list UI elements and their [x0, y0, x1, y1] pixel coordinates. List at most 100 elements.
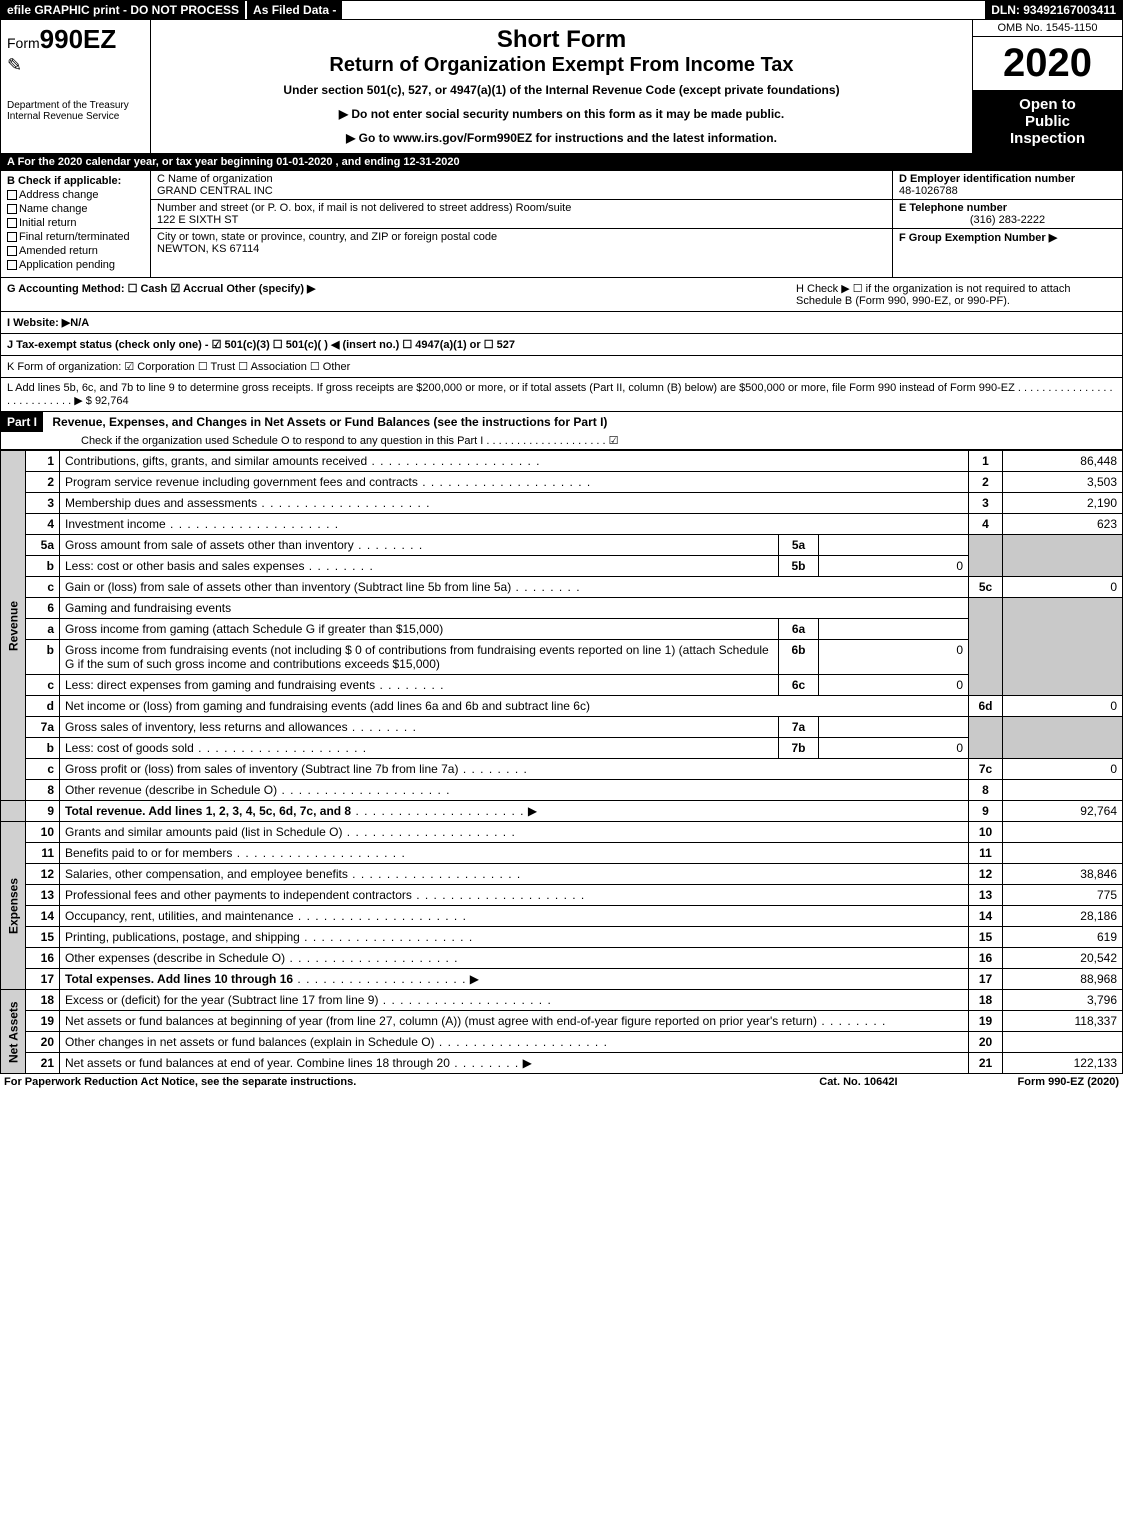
e-phone-block: E Telephone number (316) 283-2222 [893, 200, 1122, 229]
l-desc: L Add lines 5b, 6c, and 7b to line 9 to … [7, 382, 1113, 407]
header-right: OMB No. 1545-1150 2020 Open to Public In… [972, 20, 1122, 153]
footer-right: Form 990-EZ (2020) [1018, 1076, 1119, 1088]
c-addr-block: Number and street (or P. O. box, if mail… [151, 200, 892, 229]
l5c-box: 5c [969, 577, 1003, 598]
l14-amt: 28,186 [1003, 906, 1123, 927]
l7ab-shade [969, 717, 1003, 759]
l9-d: Total revenue. Add lines 1, 2, 3, 4, 5c,… [60, 801, 969, 822]
arrow-note-1: ▶ Do not enter social security numbers o… [157, 107, 966, 121]
sidebar-expenses: Expenses [1, 822, 26, 990]
l6b-d: Gross income from fundraising events (no… [60, 640, 779, 675]
dept-treasury: Department of the Treasury [7, 100, 144, 111]
l16-d: Other expenses (describe in Schedule O) [60, 948, 969, 969]
l5a-n: 5a [26, 535, 60, 556]
form-header: Form990EZ ✎ Department of the Treasury I… [0, 20, 1123, 154]
footer-left: For Paperwork Reduction Act Notice, see … [4, 1076, 819, 1088]
l7c-d: Gross profit or (loss) from sales of inv… [60, 759, 969, 780]
l18-amt: 3,796 [1003, 990, 1123, 1011]
l9-amt: 92,764 [1003, 801, 1123, 822]
l20-d: Other changes in net assets or fund bala… [60, 1032, 969, 1053]
lines-table: Revenue 1 Contributions, gifts, grants, … [0, 450, 1123, 1074]
city-label: City or town, state or province, country… [157, 231, 886, 243]
sidebar-netassets: Net Assets [1, 990, 26, 1074]
l-amount: 92,764 [95, 395, 129, 407]
j-tax-exempt: J Tax-exempt status (check only one) - ☑… [7, 338, 515, 351]
subtitle: Under section 501(c), 527, or 4947(a)(1)… [157, 83, 966, 97]
l11-d: Benefits paid to or for members [60, 843, 969, 864]
sidebar-revenue: Revenue [1, 451, 26, 801]
g-accounting: G Accounting Method: ☐ Cash ☑ Accrual Ot… [7, 282, 316, 307]
l6-shade [969, 598, 1003, 696]
l12-box: 12 [969, 864, 1003, 885]
top-bar: efile GRAPHIC print - DO NOT PROCESS As … [0, 0, 1123, 20]
l4-amt: 623 [1003, 514, 1123, 535]
footer: For Paperwork Reduction Act Notice, see … [0, 1074, 1123, 1090]
c-city-block: City or town, state or province, country… [151, 229, 892, 257]
l7a-d: Gross sales of inventory, less returns a… [60, 717, 779, 738]
city-value: NEWTON, KS 67114 [157, 243, 886, 255]
row-l: L Add lines 5b, 6c, and 7b to line 9 to … [0, 378, 1123, 412]
l13-box: 13 [969, 885, 1003, 906]
form-prefix: Form [7, 35, 40, 51]
l5ab-shade [969, 535, 1003, 577]
l17-d: Total expenses. Add lines 10 through 16 … [60, 969, 969, 990]
l3-box: 3 [969, 493, 1003, 514]
l7b-sub: 7b [779, 738, 819, 759]
row-a: A For the 2020 calendar year, or tax yea… [0, 154, 1123, 171]
l5b-d: Less: cost or other basis and sales expe… [60, 556, 779, 577]
chk-name[interactable]: Name change [7, 203, 144, 215]
l-text: L Add lines 5b, 6c, and 7b to line 9 to … [7, 382, 1116, 407]
l10-box: 10 [969, 822, 1003, 843]
l10-n: 10 [26, 822, 60, 843]
l11-amt [1003, 843, 1123, 864]
l6-n: 6 [26, 598, 60, 619]
open-line2: Public [975, 113, 1120, 130]
l19-box: 19 [969, 1011, 1003, 1032]
chk-address[interactable]: Address change [7, 189, 144, 201]
l7a-n: 7a [26, 717, 60, 738]
chk-pending[interactable]: Application pending [7, 259, 144, 271]
l6-shade-amt [1003, 598, 1123, 696]
l12-n: 12 [26, 864, 60, 885]
c-name-block: C Name of organization GRAND CENTRAL INC [151, 171, 892, 200]
l5c-d: Gain or (loss) from sale of assets other… [60, 577, 969, 598]
l7c-amt: 0 [1003, 759, 1123, 780]
l2-box: 2 [969, 472, 1003, 493]
l5a-d: Gross amount from sale of assets other t… [60, 535, 779, 556]
l6c-n: c [26, 675, 60, 696]
l15-d: Printing, publications, postage, and shi… [60, 927, 969, 948]
efile-label: efile GRAPHIC print - DO NOT PROCESS [1, 1, 245, 19]
l6d-box: 6d [969, 696, 1003, 717]
row-i: I Website: ▶N/A [0, 312, 1123, 334]
header-left: Form990EZ ✎ Department of the Treasury I… [1, 20, 151, 153]
arrow-note-2: ▶ Go to www.irs.gov/Form990EZ for instru… [157, 131, 966, 145]
main-title: Return of Organization Exempt From Incom… [157, 54, 966, 77]
l7b-n: b [26, 738, 60, 759]
form-num-big: 990EZ [40, 24, 117, 54]
b-label: B Check if applicable: [7, 175, 144, 187]
footer-mid: Cat. No. 10642I [819, 1076, 897, 1088]
l7c-box: 7c [969, 759, 1003, 780]
l12-amt: 38,846 [1003, 864, 1123, 885]
l13-d: Professional fees and other payments to … [60, 885, 969, 906]
part1-sub: Check if the organization used Schedule … [1, 432, 1122, 449]
chk-final[interactable]: Final return/terminated [7, 231, 144, 243]
l10-amt [1003, 822, 1123, 843]
l2-d: Program service revenue including govern… [60, 472, 969, 493]
asfiled-label: As Filed Data - [247, 1, 342, 19]
l1-d: Contributions, gifts, grants, and simila… [60, 451, 969, 472]
l6c-d: Less: direct expenses from gaming and fu… [60, 675, 779, 696]
open-line1: Open to [975, 96, 1120, 113]
l6a-subamt [819, 619, 969, 640]
l18-n: 18 [26, 990, 60, 1011]
chk-initial[interactable]: Initial return [7, 217, 144, 229]
l20-box: 20 [969, 1032, 1003, 1053]
l17-n: 17 [26, 969, 60, 990]
f-label: F Group Exemption Number ▶ [899, 231, 1116, 244]
l7a-sub: 7a [779, 717, 819, 738]
chk-amended[interactable]: Amended return [7, 245, 144, 257]
l5ab-shade-amt [1003, 535, 1123, 577]
l16-box: 16 [969, 948, 1003, 969]
d-ein-block: D Employer identification number 48-1026… [893, 171, 1122, 200]
l21-box: 21 [969, 1053, 1003, 1074]
